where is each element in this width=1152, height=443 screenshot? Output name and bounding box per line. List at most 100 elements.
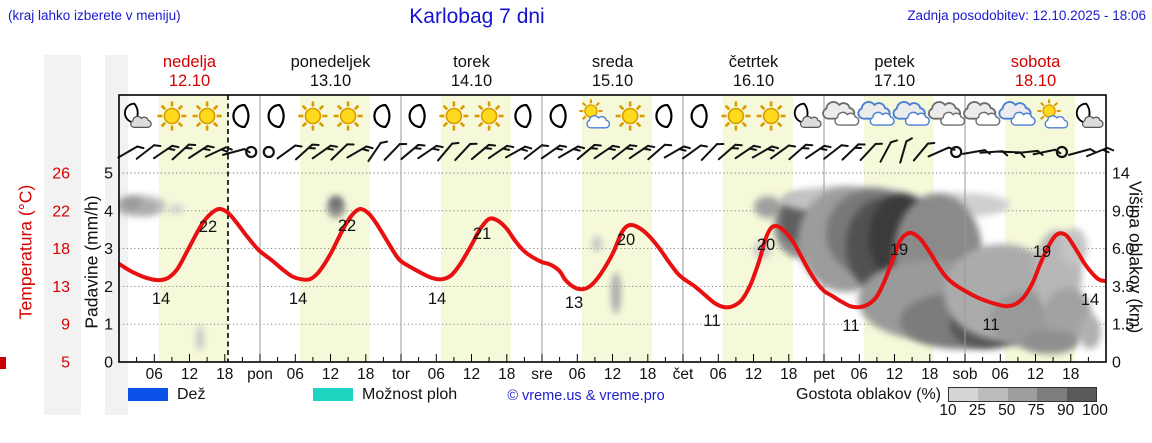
cloud-blue-icon (857, 101, 895, 126)
wind-barb-icon (859, 142, 883, 162)
wind-barb-icon (346, 145, 374, 159)
svg-text:5: 5 (61, 355, 70, 372)
day-boundary-lines (259, 95, 966, 362)
wind-barb-icon (276, 144, 303, 160)
moon-icon (655, 103, 673, 129)
cloud-height-axis-ticks: 14 9.0 6.0 3.5 1.5 0 (1112, 166, 1134, 372)
moon-icon (232, 103, 250, 129)
wind-barb-icon (504, 145, 533, 159)
wind-barb-icon (117, 145, 145, 159)
svg-text:06: 06 (710, 366, 727, 383)
svg-text:0: 0 (104, 355, 113, 372)
wind-barb-icon (879, 139, 898, 163)
day-name: sreda (592, 53, 634, 71)
day-name: petek (874, 53, 915, 71)
svg-text:06: 06 (146, 366, 163, 383)
moon-icon (549, 103, 567, 129)
svg-text:18: 18 (639, 366, 656, 383)
svg-text:9.0: 9.0 (1112, 203, 1134, 220)
cloud-blue-icon (998, 101, 1036, 126)
density-colorbar-segment (978, 388, 1008, 401)
svg-text:18: 18 (216, 366, 233, 383)
day-date: 18.10 (1015, 72, 1056, 90)
gridlines (119, 172, 1106, 325)
svg-text:18: 18 (921, 366, 938, 383)
cloud-icon (927, 101, 966, 126)
svg-text:06: 06 (428, 366, 445, 383)
wind-barb-icon (841, 143, 866, 161)
svg-text:11: 11 (982, 316, 999, 334)
density-colorbar-segment (1066, 388, 1097, 401)
day-name: ponedeljek (291, 53, 372, 71)
sun-icon (615, 101, 645, 131)
wind-barb-icon (751, 145, 779, 159)
wind-barb-icon (788, 143, 814, 161)
svg-text:19: 19 (890, 241, 908, 259)
showers-legend-label: Možnost ploh (362, 386, 458, 403)
wind-barb-icon (417, 144, 444, 160)
svg-text:14: 14 (1081, 291, 1099, 309)
wind-barb-icon (557, 145, 586, 159)
cloud-density-label: Gostota oblakov (%) (796, 386, 941, 403)
svg-text:2: 2 (104, 279, 113, 296)
wind-barb-icon (611, 144, 638, 160)
moon-cloud-icon (1075, 102, 1104, 128)
legend-bar: Dež Možnost ploh © vreme.us & vreme.pro … (0, 384, 1152, 443)
sun-icon (298, 101, 328, 131)
wind-barb-icon (912, 142, 936, 162)
svg-text:13: 13 (52, 279, 70, 296)
sun-icon (756, 101, 786, 131)
day-name: sobota (1011, 53, 1061, 71)
rain-legend-label: Dež (177, 386, 206, 403)
cloud-icon (822, 101, 860, 126)
wind-barb-icon (681, 144, 708, 160)
wind-barb-icon (717, 143, 743, 161)
day-name: torek (453, 53, 490, 71)
day-date: 17.10 (874, 72, 915, 90)
svg-text:20: 20 (757, 236, 775, 254)
moon-icon (408, 103, 426, 129)
svg-text:06: 06 (569, 366, 586, 383)
svg-text:06: 06 (851, 366, 868, 383)
day-name: četrtek (729, 53, 779, 71)
wind-barb-icon (523, 144, 550, 160)
wind-barb-icon (961, 149, 991, 155)
svg-text:6.0: 6.0 (1112, 241, 1134, 258)
svg-text:sre: sre (531, 366, 553, 383)
wind-barb-icon (135, 144, 162, 160)
sun-cloud-icon (579, 99, 611, 129)
svg-text:06: 06 (287, 366, 304, 383)
svg-text:20: 20 (617, 231, 635, 249)
hour-labels: 06 12 18 06 12 18 06 12 18 06 12 18 06 12 18 06 12 18 06 12… (146, 366, 1080, 383)
sun-icon (157, 101, 187, 131)
svg-text:18: 18 (780, 366, 797, 383)
svg-text:4: 4 (104, 203, 113, 220)
svg-text:12: 12 (1027, 366, 1044, 383)
wind-barb-icon (188, 145, 215, 159)
cloud-icon (963, 101, 1001, 126)
wind-barb-icon (576, 143, 602, 161)
wind-barb-icon (400, 143, 426, 161)
svg-text:11: 11 (842, 317, 859, 335)
wind-barb-icon (437, 142, 460, 162)
wind-barb-icon (805, 144, 832, 160)
svg-text:12: 12 (604, 366, 621, 383)
rain-legend-swatch (128, 388, 168, 401)
moon-cloud-icon (124, 102, 152, 128)
wind-barb-icon (204, 146, 233, 158)
density-tick-label: 100 (1082, 402, 1108, 419)
wind-barb-icon (294, 143, 320, 161)
wind-barb-icon (593, 144, 621, 160)
wind-barb-icon (454, 142, 478, 162)
wind-barb-icon (330, 143, 355, 161)
moon-icon (373, 103, 391, 129)
svg-text:9: 9 (61, 317, 70, 334)
svg-text:18: 18 (357, 366, 374, 383)
wind-barb-icon (487, 144, 515, 160)
day-date: 15.10 (592, 72, 633, 90)
sun-icon (439, 101, 469, 131)
temperature-extreme-labels: 22 22 21 20 20 19 19 14 14 14 13 11 11 11 14 (152, 217, 1099, 335)
svg-text:1: 1 (104, 317, 113, 334)
